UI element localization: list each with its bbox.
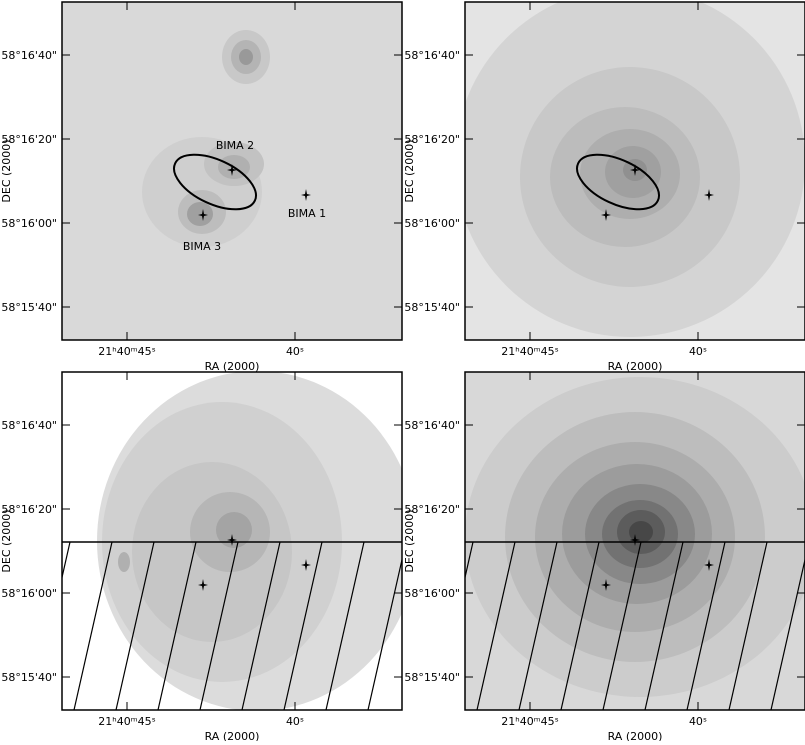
source-marker — [601, 209, 611, 221]
hatch — [686, 541, 726, 710]
panel: 58°16'40" 58°16'20" 58°16'00" 58°15'40" 21ʰ4… — [403, 1, 805, 373]
x-tick-label: 21ʰ40ᵐ45ˢ — [98, 345, 155, 358]
panel: 58°16'40" 58°16'20" 58°16'00" 58°15'40" 21ʰ4… — [403, 371, 805, 743]
y-tick-label: 58°15'40" — [404, 671, 460, 684]
y-axis-label: DEC (2000) — [0, 139, 13, 202]
y-tick-label: 58°16'20" — [404, 503, 460, 516]
source-marker — [198, 579, 208, 591]
source-marker — [704, 559, 714, 571]
hatch — [241, 541, 281, 710]
contour — [239, 49, 253, 65]
x-tick-label: 21ʰ40ᵐ45ˢ — [501, 345, 558, 358]
hatch — [518, 541, 558, 710]
y-tick-label: 58°16'40" — [1, 49, 57, 62]
x-axis-label: RA (2000) — [608, 730, 663, 741]
y-tick-label: 58°16'00" — [404, 587, 460, 600]
hatch — [728, 541, 768, 710]
hatch — [476, 541, 516, 710]
y-tick-label: 58°16'20" — [1, 133, 57, 146]
hatch — [465, 541, 474, 581]
source-label: BIMA 2 — [216, 139, 254, 152]
contour — [118, 552, 130, 572]
frame — [464, 1, 805, 341]
hatch — [367, 556, 402, 710]
beam — [576, 153, 660, 211]
source-marker — [630, 534, 640, 546]
beam — [173, 153, 257, 211]
x-tick-label: 40ˢ — [286, 345, 304, 358]
hatch — [560, 541, 600, 710]
y-axis-label: DEC (2000) — [403, 139, 416, 202]
y-tick-label: 58°15'40" — [1, 301, 57, 314]
y-tick-label: 58°15'40" — [1, 671, 57, 684]
hatch — [73, 541, 113, 710]
y-axis-label: DEC (2000) — [403, 509, 416, 572]
y-tick-label: 58°16'40" — [404, 419, 460, 432]
x-axis-label: RA (2000) — [608, 360, 663, 373]
x-axis-label: RA (2000) — [205, 730, 260, 741]
y-axis-label: DEC (2000) — [0, 509, 13, 572]
hatch — [602, 541, 642, 710]
map — [465, 2, 805, 340]
y-tick-label: 58°16'00" — [1, 587, 57, 600]
contour — [216, 512, 252, 548]
map — [62, 2, 402, 340]
hatch — [115, 541, 155, 710]
source-marker — [227, 164, 237, 176]
x-axis-label: RA (2000) — [205, 360, 260, 373]
panel: 58°16'40" 58°16'20" 58°16'00" 58°15'40" 21ʰ4… — [0, 371, 403, 743]
hatch — [644, 541, 684, 710]
x-tick-label: 40ˢ — [286, 715, 304, 728]
source-label: BIMA 1 — [288, 207, 326, 220]
frame — [61, 1, 403, 341]
y-tick-label: 58°16'00" — [404, 217, 460, 230]
hatch — [62, 541, 71, 581]
y-tick-label: 58°16'00" — [1, 217, 57, 230]
x-tick-label: 21ʰ40ᵐ45ˢ — [98, 715, 155, 728]
y-tick-label: 58°16'40" — [1, 419, 57, 432]
y-tick-label: 58°15'40" — [404, 301, 460, 314]
contour — [187, 202, 213, 226]
source-marker — [227, 534, 237, 546]
hatch — [157, 541, 197, 710]
x-tick-label: 21ʰ40ᵐ45ˢ — [501, 715, 558, 728]
map — [62, 372, 402, 710]
source-marker — [704, 189, 714, 201]
map — [465, 372, 805, 710]
hatch — [199, 541, 239, 710]
y-tick-label: 58°16'20" — [1, 503, 57, 516]
source-marker — [601, 579, 611, 591]
hatch — [283, 541, 323, 710]
frame — [464, 371, 805, 711]
y-tick-label: 58°16'40" — [404, 49, 460, 62]
source-marker — [301, 559, 311, 571]
frame — [61, 371, 403, 711]
hatch — [770, 556, 805, 710]
source-marker — [630, 164, 640, 176]
source-marker — [198, 209, 208, 221]
panel: 58°16'40" 58°16'20" 58°16'00" 58°15'40" 21ʰ4… — [0, 1, 403, 373]
x-tick-label: 40ˢ — [689, 715, 707, 728]
x-tick-label: 40ˢ — [689, 345, 707, 358]
source-label: BIMA 3 — [183, 240, 221, 253]
source-marker — [301, 189, 311, 201]
hatch — [325, 541, 365, 710]
y-tick-label: 58°16'20" — [404, 133, 460, 146]
